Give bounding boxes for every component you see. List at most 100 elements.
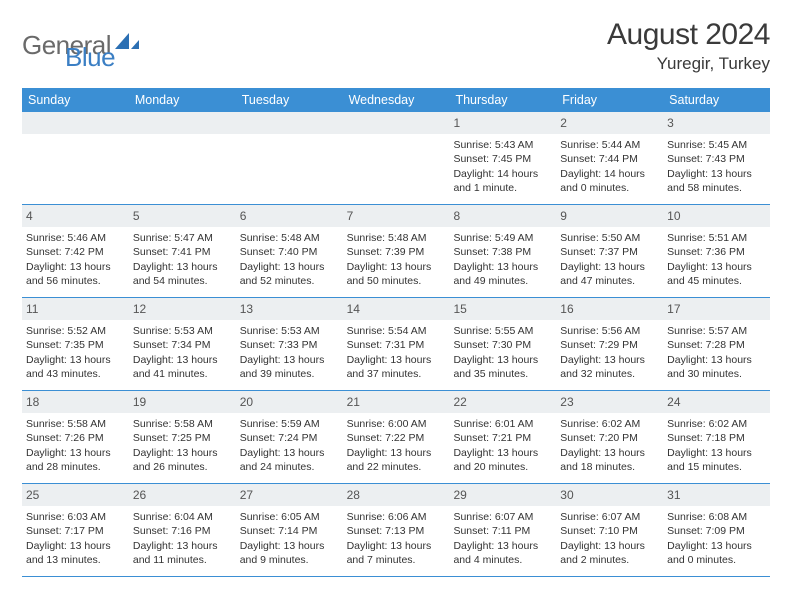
day-cell: 19Sunrise: 5:58 AMSunset: 7:25 PMDayligh… [129,391,236,483]
weekday-saturday: Saturday [663,88,770,112]
sunrise-line: Sunrise: 5:47 AM [133,231,232,245]
day-number: 8 [449,205,556,227]
week-row: 11Sunrise: 5:52 AMSunset: 7:35 PMDayligh… [22,298,770,391]
day-cell: 10Sunrise: 5:51 AMSunset: 7:36 PMDayligh… [663,205,770,297]
day-cell: 15Sunrise: 5:55 AMSunset: 7:30 PMDayligh… [449,298,556,390]
week-row: ....1Sunrise: 5:43 AMSunset: 7:45 PMDayl… [22,112,770,205]
sunset-line: Sunset: 7:25 PM [133,431,232,445]
sunset-line: Sunset: 7:40 PM [240,245,339,259]
sunrise-line: Sunrise: 5:57 AM [667,324,766,338]
day-cell: 26Sunrise: 6:04 AMSunset: 7:16 PMDayligh… [129,484,236,576]
location-label: Yuregir, Turkey [607,54,770,74]
sunrise-line: Sunrise: 5:53 AM [133,324,232,338]
daylight-line: Daylight: 13 hours and 20 minutes. [453,446,552,474]
day-number: 28 [343,484,450,506]
day-cell: . [22,112,129,204]
daylight-line: Daylight: 13 hours and 24 minutes. [240,446,339,474]
daylight-line: Daylight: 13 hours and 37 minutes. [347,353,446,381]
day-number: 18 [22,391,129,413]
sunset-line: Sunset: 7:42 PM [26,245,125,259]
calendar-page: General Blue August 2024 Yuregir, Turkey… [0,0,792,612]
day-cell: 8Sunrise: 5:49 AMSunset: 7:38 PMDaylight… [449,205,556,297]
daylight-line: Daylight: 13 hours and 26 minutes. [133,446,232,474]
day-cell: . [343,112,450,204]
daylight-line: Daylight: 13 hours and 18 minutes. [560,446,659,474]
daylight-line: Daylight: 13 hours and 43 minutes. [26,353,125,381]
sunrise-line: Sunrise: 6:06 AM [347,510,446,524]
sunset-line: Sunset: 7:10 PM [560,524,659,538]
day-cell: . [129,112,236,204]
day-number: 4 [22,205,129,227]
sunset-line: Sunset: 7:17 PM [26,524,125,538]
sunrise-line: Sunrise: 5:54 AM [347,324,446,338]
daylight-line: Daylight: 13 hours and 2 minutes. [560,539,659,567]
sunrise-line: Sunrise: 5:48 AM [347,231,446,245]
day-cell: 14 Sunrise: 5:54 AMSunset: 7:31 PMDayligh… [343,298,450,390]
day-cell: 22Sunrise: 6:01 AMSunset: 7:21 PMDayligh… [449,391,556,483]
sunrise-line: Sunrise: 6:05 AM [240,510,339,524]
sunset-line: Sunset: 7:33 PM [240,338,339,352]
day-cell: 29Sunrise: 6:07 AMSunset: 7:11 PMDayligh… [449,484,556,576]
sunrise-line: Sunrise: 5:43 AM [453,138,552,152]
sunrise-line: Sunrise: 5:50 AM [560,231,659,245]
day-cell: 5 Sunrise: 5:47 AMSunset: 7:41 PMDaylight… [129,205,236,297]
sunset-line: Sunset: 7:09 PM [667,524,766,538]
sunrise-line: Sunrise: 5:58 AM [133,417,232,431]
sunrise-line: Sunrise: 5:55 AM [453,324,552,338]
day-number: 21 [343,391,450,413]
daylight-line: Daylight: 13 hours and 13 minutes. [26,539,125,567]
day-cell: 23Sunrise: 6:02 AMSunset: 7:20 PMDayligh… [556,391,663,483]
daylight-line: Daylight: 13 hours and 41 minutes. [133,353,232,381]
day-number: 16 [556,298,663,320]
day-cell: 4 Sunrise: 5:46 AMSunset: 7:42 PMDaylight… [22,205,129,297]
sunrise-line: Sunrise: 6:01 AM [453,417,552,431]
sunset-line: Sunset: 7:24 PM [240,431,339,445]
day-number: 1 [449,112,556,134]
sunrise-line: Sunrise: 5:46 AM [26,231,125,245]
daylight-line: Daylight: 13 hours and 39 minutes. [240,353,339,381]
day-number: . [236,112,343,134]
day-cell: 28Sunrise: 6:06 AMSunset: 7:13 PMDayligh… [343,484,450,576]
daylight-line: Daylight: 14 hours and 1 minute. [453,167,552,195]
daylight-line: Daylight: 13 hours and 15 minutes. [667,446,766,474]
sunset-line: Sunset: 7:21 PM [453,431,552,445]
day-number: 5 [129,205,236,227]
sunset-line: Sunset: 7:29 PM [560,338,659,352]
daylight-line: Daylight: 13 hours and 54 minutes. [133,260,232,288]
day-cell: 2Sunrise: 5:44 AMSunset: 7:44 PMDaylight… [556,112,663,204]
daylight-line: Daylight: 13 hours and 56 minutes. [26,260,125,288]
day-cell: 27Sunrise: 6:05 AMSunset: 7:14 PMDayligh… [236,484,343,576]
sunset-line: Sunset: 7:16 PM [133,524,232,538]
sunset-line: Sunset: 7:35 PM [26,338,125,352]
sunrise-line: Sunrise: 5:45 AM [667,138,766,152]
daylight-line: Daylight: 13 hours and 52 minutes. [240,260,339,288]
sunset-line: Sunset: 7:34 PM [133,338,232,352]
sunset-line: Sunset: 7:39 PM [347,245,446,259]
day-number: 26 [129,484,236,506]
day-cell: 16Sunrise: 5:56 AMSunset: 7:29 PMDayligh… [556,298,663,390]
day-number: 6 [236,205,343,227]
sunrise-line: Sunrise: 5:48 AM [240,231,339,245]
day-number: 31 [663,484,770,506]
day-cell: 13Sunrise: 5:53 AMSunset: 7:33 PMDayligh… [236,298,343,390]
sunset-line: Sunset: 7:31 PM [347,338,446,352]
daylight-line: Daylight: 13 hours and 49 minutes. [453,260,552,288]
day-number: 20 [236,391,343,413]
sunset-line: Sunset: 7:41 PM [133,245,232,259]
weekday-sunday: Sunday [22,88,129,112]
sunset-line: Sunset: 7:20 PM [560,431,659,445]
sunrise-line: Sunrise: 6:07 AM [453,510,552,524]
day-cell: 9Sunrise: 5:50 AMSunset: 7:37 PMDaylight… [556,205,663,297]
day-cell: 18Sunrise: 5:58 AMSunset: 7:26 PMDayligh… [22,391,129,483]
sunrise-line: Sunrise: 5:52 AM [26,324,125,338]
sunrise-line: Sunrise: 6:03 AM [26,510,125,524]
sunset-line: Sunset: 7:18 PM [667,431,766,445]
sunset-line: Sunset: 7:43 PM [667,152,766,166]
sunset-line: Sunset: 7:22 PM [347,431,446,445]
day-number: . [129,112,236,134]
day-number: 29 [449,484,556,506]
day-number: 12 [129,298,236,320]
sunrise-line: Sunrise: 5:51 AM [667,231,766,245]
day-number: 14 [343,298,450,320]
weekday-thursday: Thursday [449,88,556,112]
